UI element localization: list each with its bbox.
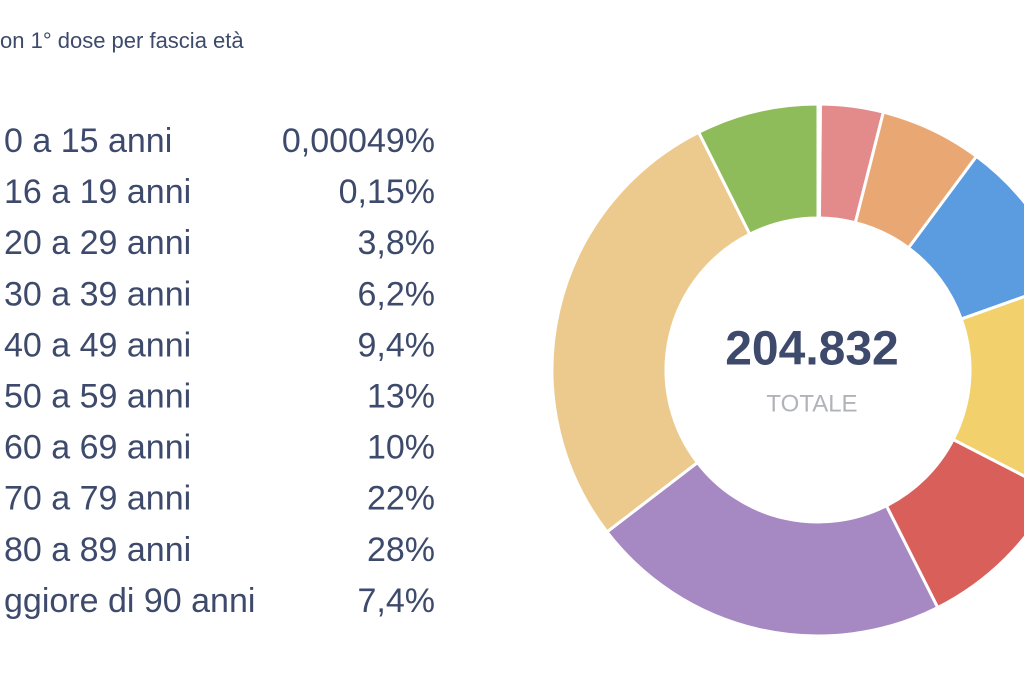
legend-label: 70 a 79 anni [4, 480, 191, 518]
donut-slice [951, 295, 1024, 478]
value-label: 13% [367, 377, 435, 415]
legend-label: 20 a 29 anni [4, 224, 191, 262]
center-value: 204.832 [725, 323, 899, 376]
value-label: 9,4% [358, 326, 436, 364]
value-label: 6,2% [358, 275, 436, 313]
legend-label: 80 a 89 anni [4, 531, 191, 569]
chart-title: on 1° dose per fascia età [0, 28, 244, 53]
value-label: 0,15% [339, 173, 435, 211]
value-label: 0,00049% [282, 122, 435, 160]
donut-slice [604, 460, 940, 638]
value-label: 10% [367, 429, 435, 467]
legend-label: 60 a 69 anni [4, 429, 191, 467]
legend-label: 16 a 19 anni [4, 173, 191, 211]
value-label: 3,8% [358, 224, 436, 262]
donut-slice [906, 154, 1024, 321]
legend-label: 0 a 15 anni [4, 122, 172, 160]
legend-label: 30 a 39 anni [4, 275, 191, 313]
value-label: 22% [367, 480, 435, 518]
donut-slice [696, 102, 820, 237]
value-label: 7,4% [358, 582, 436, 620]
center-label: TOTALE [766, 390, 857, 417]
value-label: 28% [367, 531, 435, 569]
legend-label: ggiore di 90 anni [4, 582, 255, 620]
legend-label: 40 a 49 anni [4, 326, 191, 364]
legend-label: 50 a 59 anni [4, 377, 191, 415]
donut-slice [550, 130, 752, 535]
